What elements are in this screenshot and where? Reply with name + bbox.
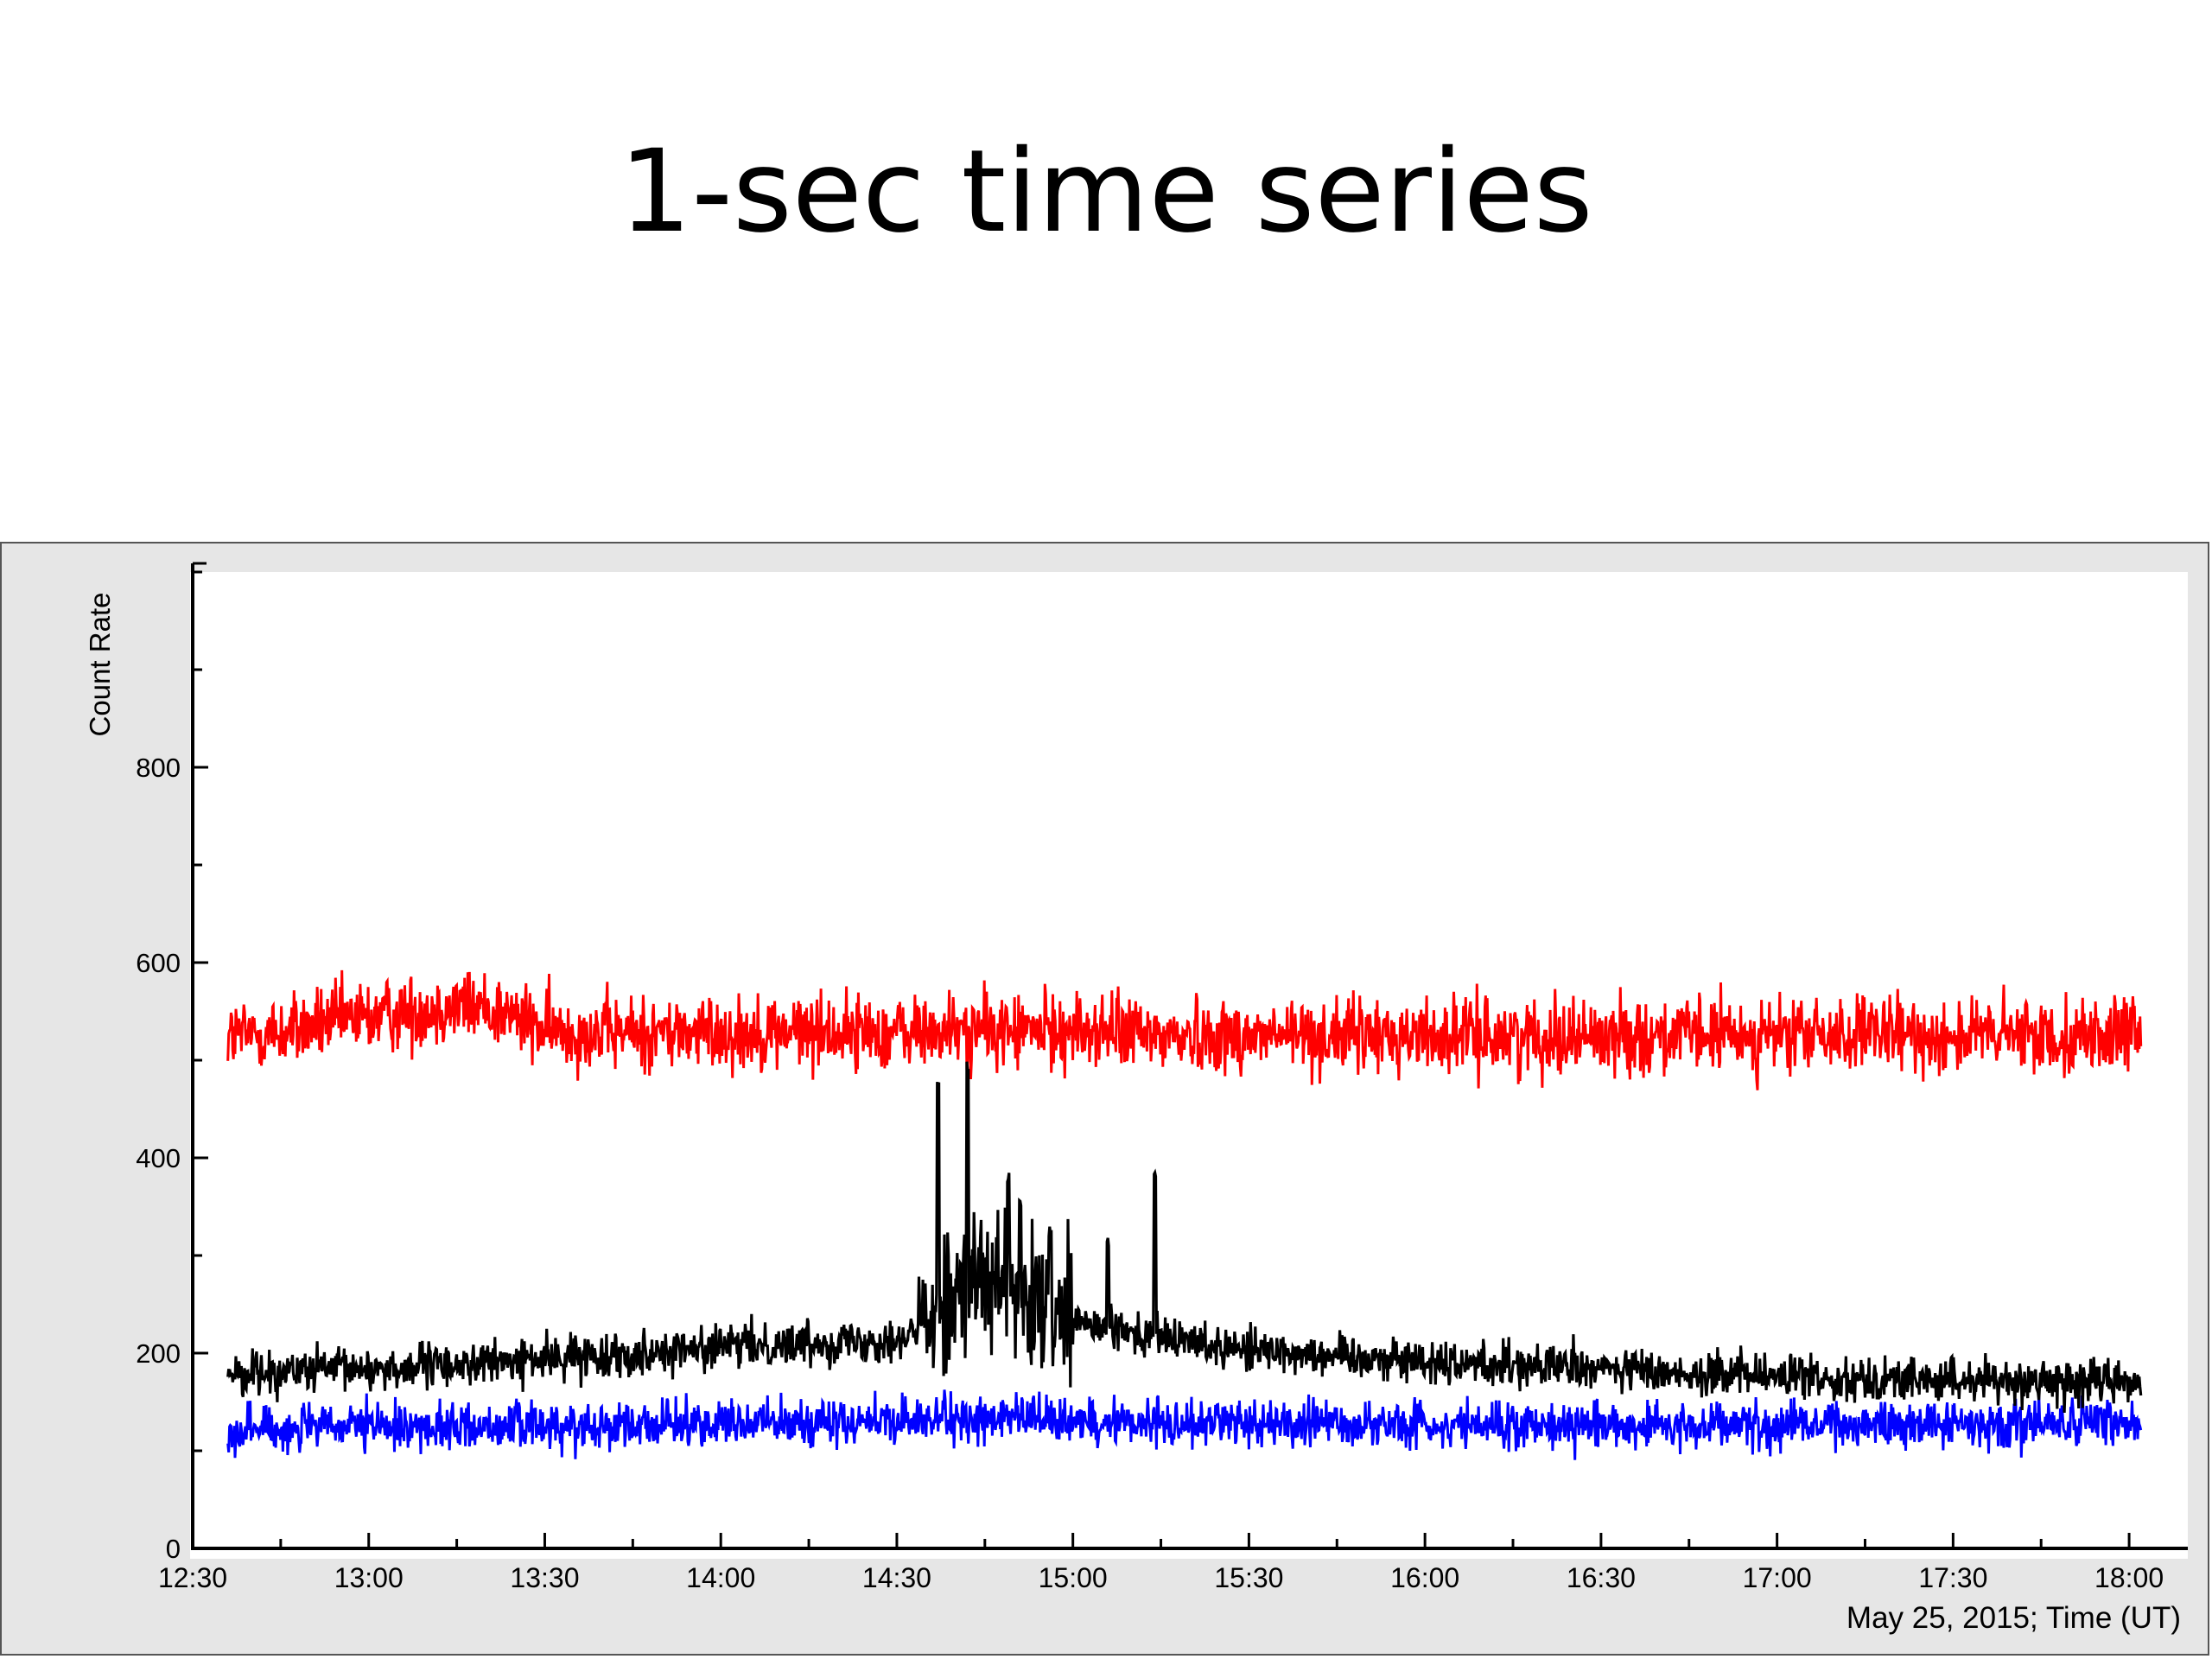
x-tick-label: 13:00 [334, 1562, 404, 1593]
y-tick-label: 600 [136, 948, 181, 978]
time-series-chart: 0 200 400 600 800 12:30 13:00 13:30 14:00 14:30 15… [84, 562, 2188, 1635]
x-tick-label: 14:30 [862, 1562, 931, 1593]
x-tick-label: 16:30 [1567, 1562, 1636, 1593]
x-tick-label: 17:30 [1918, 1562, 1987, 1593]
y-tick-label: 800 [136, 753, 181, 783]
y-tick-label: 200 [136, 1338, 181, 1369]
series-line-black [226, 1061, 2143, 1414]
x-tick-label: 14:00 [686, 1562, 755, 1593]
x-tick-label: 18:00 [2094, 1562, 2164, 1593]
series-line-blue [226, 1389, 2143, 1460]
x-tick-label: 12:30 [158, 1562, 227, 1593]
series-layer [226, 969, 2143, 1460]
y-axis-label: Count Rate [84, 593, 116, 737]
series-line-red [226, 969, 2143, 1090]
plot-window: 0 200 400 600 800 12:30 13:00 13:30 14:00 14:30 15… [0, 542, 2209, 1656]
x-axis-label: May 25, 2015; Time (UT) [1847, 1601, 2181, 1635]
axis-layer: 0 200 400 600 800 12:30 13:00 13:30 14:00 14:30 15… [136, 562, 2188, 1593]
x-tick-label: 15:30 [1214, 1562, 1283, 1593]
y-tick-label: 400 [136, 1143, 181, 1173]
x-tick-label: 15:00 [1039, 1562, 1108, 1593]
y-tick-label: 0 [166, 1534, 181, 1564]
x-tick-label: 13:30 [510, 1562, 579, 1593]
x-tick-label: 16:00 [1390, 1562, 1459, 1593]
x-tick-label: 17:00 [1743, 1562, 1812, 1593]
slide-title: 1-sec time series [619, 125, 1593, 258]
